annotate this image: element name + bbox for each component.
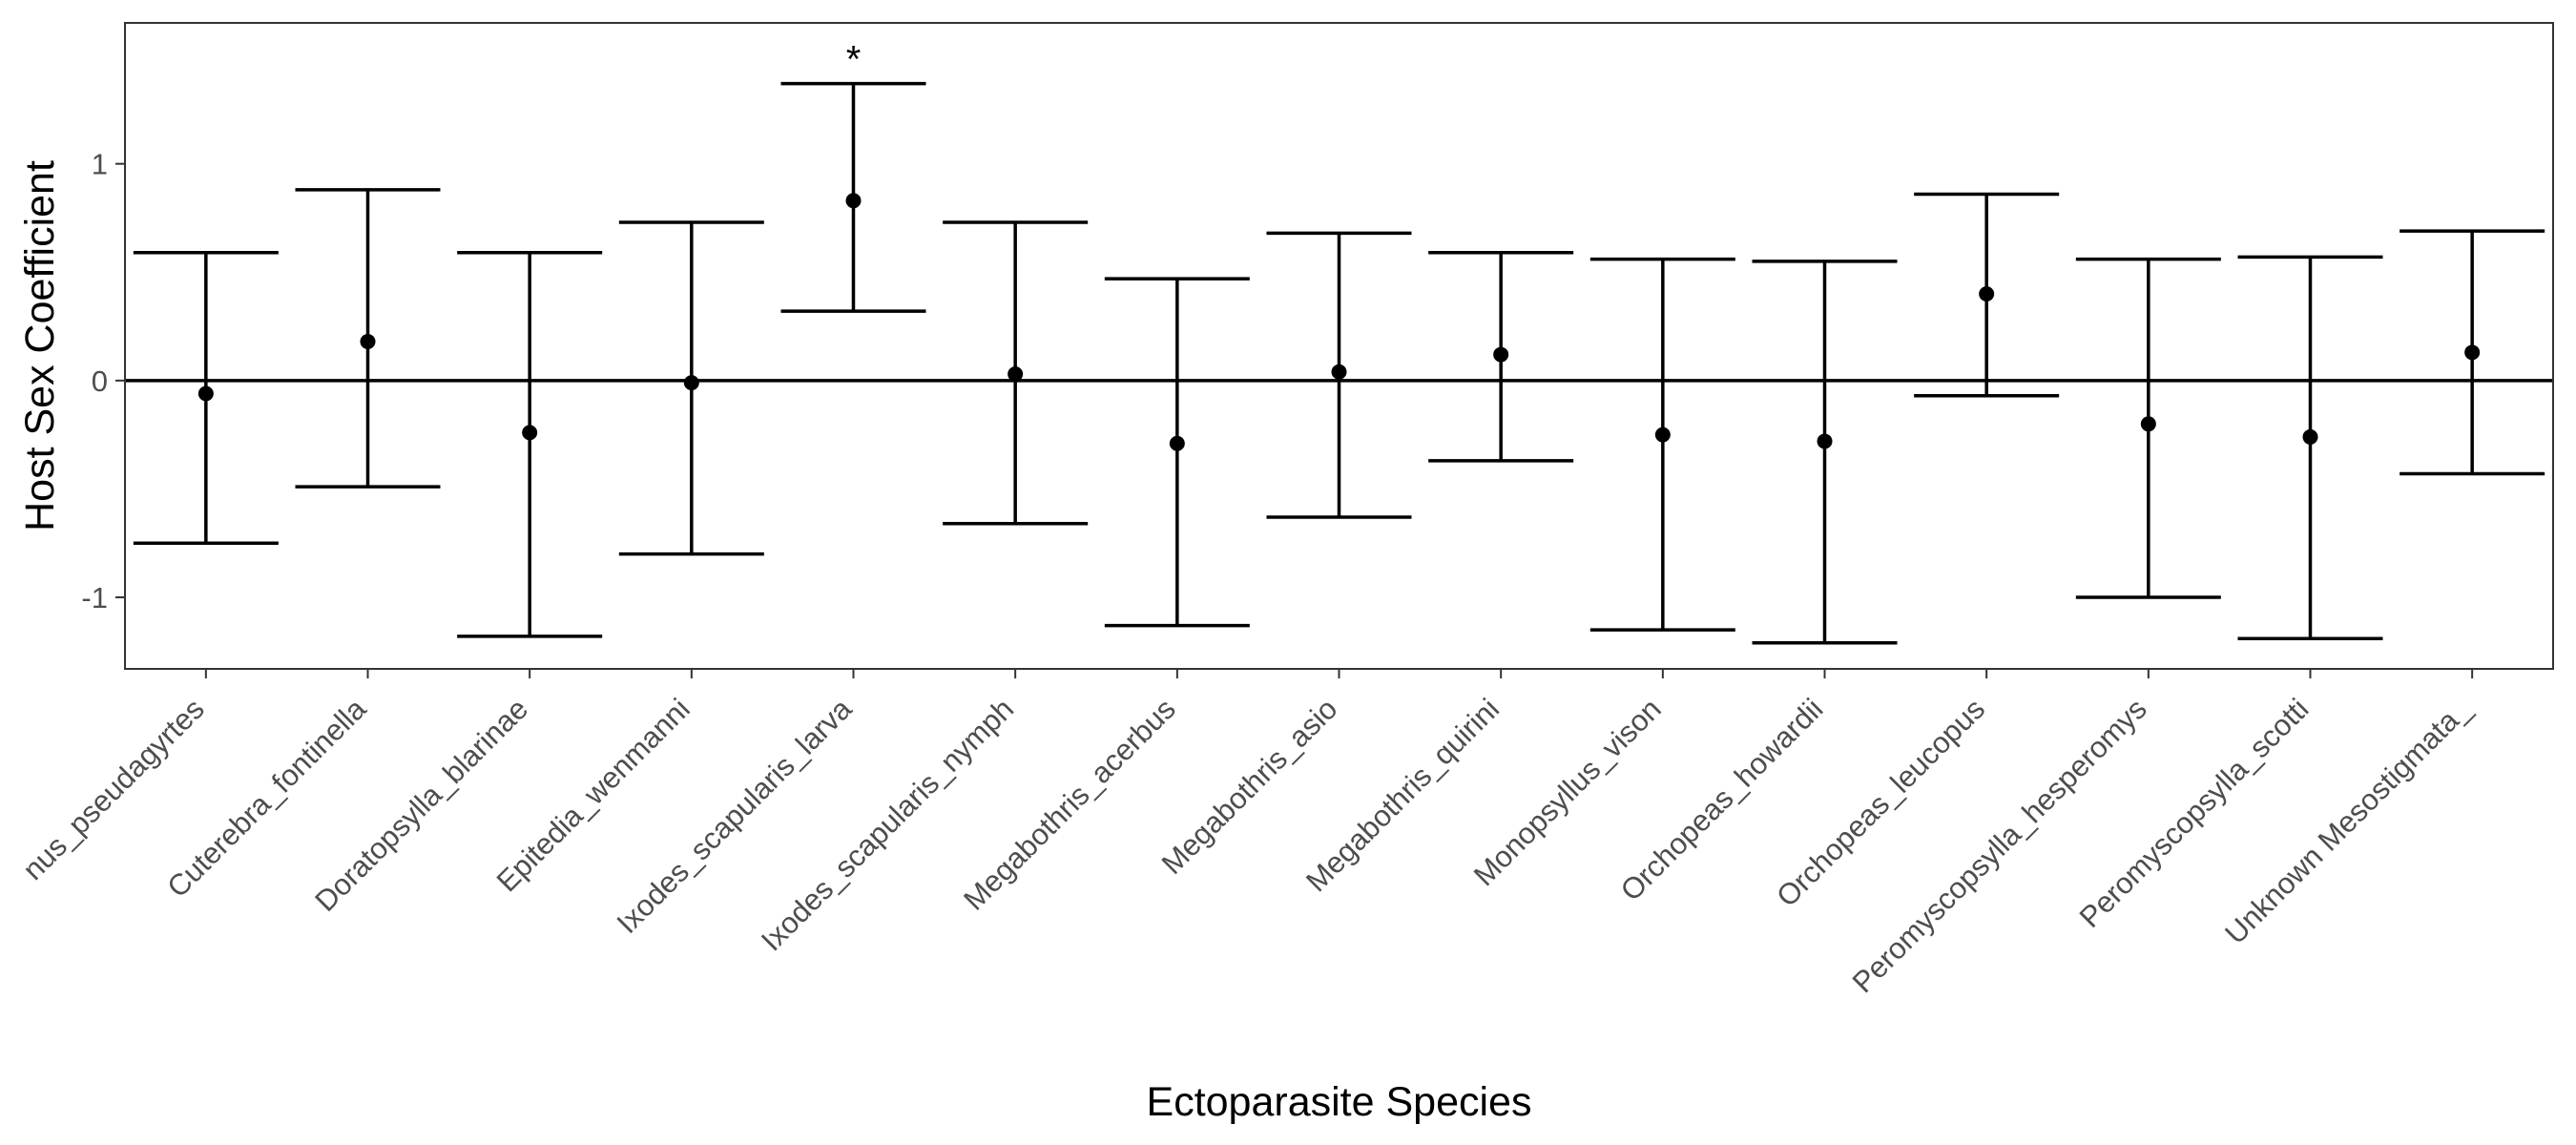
errorbar-group bbox=[1589, 257, 1735, 632]
error-bars bbox=[133, 81, 2545, 645]
errorbar-group bbox=[1914, 192, 2060, 398]
point-estimate bbox=[1169, 435, 1185, 451]
point-estimate bbox=[2140, 416, 2156, 432]
errorbar-group bbox=[295, 188, 441, 489]
point-estimate bbox=[2464, 344, 2481, 361]
y-tick-label: -1 bbox=[81, 581, 108, 614]
y-axis: -1 0 1 bbox=[81, 148, 125, 614]
y-axis-title: Host Sex Coefficient bbox=[17, 160, 63, 531]
y-tick-label: 0 bbox=[92, 364, 108, 398]
point-estimate bbox=[1817, 433, 1833, 449]
point-estimate bbox=[1493, 346, 1509, 363]
errorbar-group bbox=[1104, 277, 1250, 628]
significance-annotations: * bbox=[846, 39, 862, 81]
x-axis-title: Ectoparasite Species bbox=[1147, 1079, 1532, 1125]
point-estimate bbox=[360, 333, 376, 349]
point-estimate bbox=[1331, 364, 1347, 380]
errorbar-group bbox=[943, 220, 1089, 526]
point-estimate bbox=[1008, 366, 1024, 383]
point-estimate bbox=[683, 375, 699, 391]
errorbar-group bbox=[1428, 251, 1574, 463]
errorbar-group bbox=[457, 251, 603, 638]
y-tick-label: 1 bbox=[92, 148, 108, 181]
point-estimate bbox=[2302, 428, 2318, 445]
errorbar-group bbox=[1266, 231, 1412, 519]
errorbar-group bbox=[2399, 229, 2545, 476]
errorbar-group bbox=[2237, 255, 2383, 640]
significance-asterisk: * bbox=[846, 39, 862, 81]
point-estimate bbox=[522, 425, 538, 441]
point-estimate bbox=[1654, 427, 1671, 443]
errorbar-group bbox=[1752, 260, 1898, 645]
errorbar-group bbox=[2075, 257, 2221, 599]
point-estimate bbox=[197, 385, 214, 402]
errorbar-group bbox=[133, 251, 279, 545]
errorbar-group bbox=[618, 220, 764, 556]
point-estimate bbox=[845, 193, 862, 209]
errorbar-group bbox=[780, 81, 926, 313]
panel-border bbox=[124, 22, 2554, 670]
point-estimate bbox=[1979, 285, 1995, 302]
